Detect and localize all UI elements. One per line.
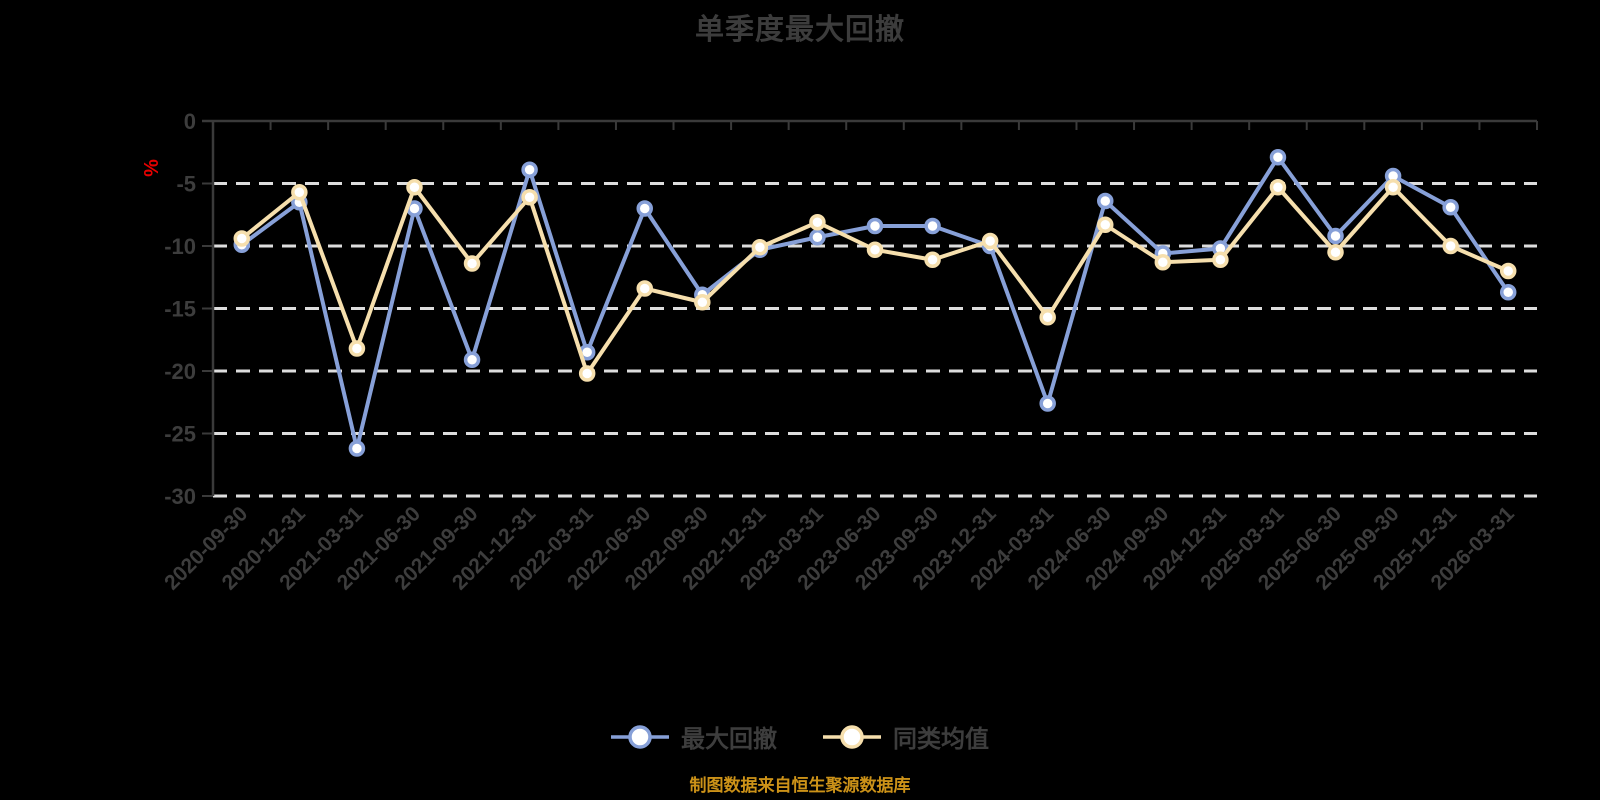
- data-point-同类均值[interactable]: [866, 241, 884, 258]
- data-point-同类均值[interactable]: [578, 365, 596, 382]
- data-point-最大回撤[interactable]: [348, 440, 366, 457]
- data-point-同类均值[interactable]: [1384, 179, 1402, 196]
- data-point-同类均值[interactable]: [981, 232, 999, 250]
- data-point-最大回撤[interactable]: [1327, 227, 1344, 245]
- data-point-同类均值[interactable]: [1154, 254, 1172, 271]
- data-point-同类均值[interactable]: [1212, 251, 1229, 268]
- data-point-最大回撤[interactable]: [1499, 284, 1517, 301]
- y-tick-label: -15: [164, 297, 196, 322]
- chart-legend: 最大回撤 同类均值: [0, 719, 1600, 754]
- data-point-同类均值[interactable]: [1039, 309, 1056, 326]
- data-point-最大回撤[interactable]: [924, 217, 941, 235]
- data-point-同类均值[interactable]: [1499, 262, 1517, 280]
- data-point-同类均值[interactable]: [463, 255, 481, 272]
- data-point-最大回撤[interactable]: [1039, 395, 1056, 412]
- data-point-同类均值[interactable]: [924, 251, 941, 268]
- data-point-同类均值[interactable]: [751, 239, 769, 256]
- data-point-同类均值[interactable]: [291, 184, 308, 201]
- legend-item-最大回撤[interactable]: 最大回撤: [611, 719, 777, 754]
- y-tick-label: 0: [184, 109, 196, 134]
- legend-label: 最大回撤: [681, 726, 777, 753]
- data-point-同类均值[interactable]: [694, 294, 711, 311]
- data-point-同类均值[interactable]: [406, 179, 423, 196]
- data-point-最大回撤[interactable]: [1269, 149, 1287, 166]
- data-point-最大回撤[interactable]: [866, 217, 884, 235]
- data-point-同类均值[interactable]: [1442, 237, 1459, 255]
- data-point-最大回撤[interactable]: [1097, 192, 1114, 210]
- data-point-同类均值[interactable]: [1097, 216, 1114, 233]
- y-tick-label: -20: [164, 359, 196, 384]
- data-point-最大回撤[interactable]: [809, 229, 826, 246]
- legend-marker-icon: [611, 724, 669, 749]
- data-point-同类均值[interactable]: [233, 230, 251, 247]
- data-point-同类均值[interactable]: [348, 340, 366, 357]
- legend-marker-icon: [823, 724, 881, 749]
- data-point-同类均值[interactable]: [1327, 244, 1344, 261]
- chart-title: 单季度最大回撤: [694, 14, 905, 46]
- legend-label: 同类均值: [893, 726, 989, 753]
- data-point-同类均值[interactable]: [809, 214, 826, 231]
- data-point-同类均值[interactable]: [521, 189, 538, 206]
- series-line-最大回撤: [239, 155, 1511, 451]
- data-point-最大回撤[interactable]: [521, 161, 538, 178]
- data-point-同类均值[interactable]: [636, 280, 653, 297]
- y-tick-label: -30: [164, 484, 196, 509]
- data-point-同类均值[interactable]: [1269, 179, 1287, 196]
- source-note: 制图数据来自恒生聚源数据库: [689, 776, 911, 795]
- y-tick-label: -25: [164, 422, 196, 447]
- legend-item-同类均值[interactable]: 同类均值: [823, 719, 989, 754]
- data-point-最大回撤[interactable]: [636, 200, 653, 217]
- y-tick-label: -10: [164, 234, 196, 259]
- y-tick-label: -5: [176, 172, 196, 197]
- data-point-最大回撤[interactable]: [1442, 199, 1459, 216]
- data-point-最大回撤[interactable]: [463, 351, 481, 368]
